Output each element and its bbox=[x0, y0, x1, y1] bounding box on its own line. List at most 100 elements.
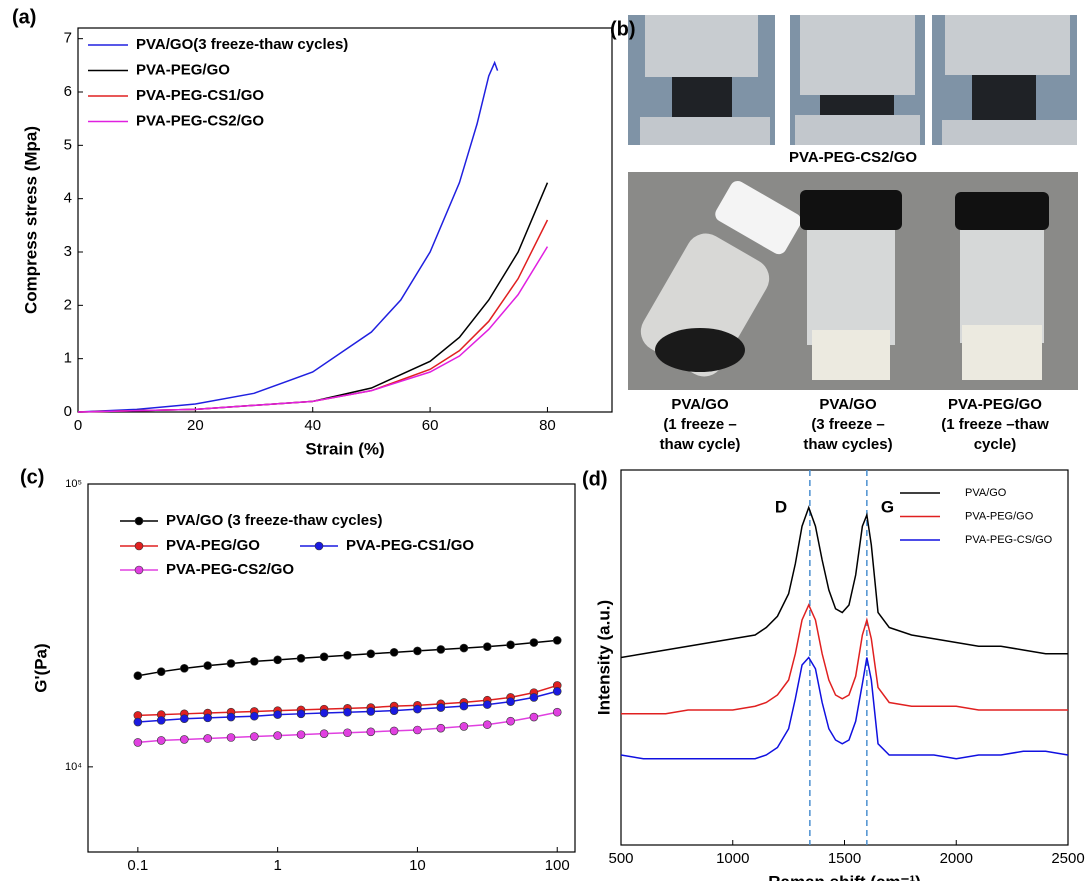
legend-label: PVA-PEG-CS/GO bbox=[965, 534, 1053, 546]
data-point bbox=[297, 731, 305, 739]
plot-frame bbox=[621, 470, 1068, 845]
data-point bbox=[367, 650, 375, 658]
data-point bbox=[437, 724, 445, 732]
data-point bbox=[157, 736, 165, 744]
data-point bbox=[530, 639, 538, 647]
legend-label: PVA/GO bbox=[965, 487, 1007, 499]
y-tick-label: 0 bbox=[64, 403, 72, 420]
photo-label: (3 freeze – bbox=[811, 416, 884, 433]
photo-caption: PVA-PEG-CS2/GO bbox=[789, 149, 917, 166]
data-point bbox=[180, 735, 188, 743]
series-line bbox=[78, 247, 547, 412]
photo-sample bbox=[672, 77, 732, 117]
x-tick-label: 1500 bbox=[828, 850, 861, 867]
legend-label: PVA/GO (3 freeze-thaw cycles) bbox=[166, 512, 382, 529]
x-tick-label: 100 bbox=[545, 857, 570, 874]
x-tick-label: 1 bbox=[273, 857, 281, 874]
y-axis-label: G'(Pa) bbox=[31, 643, 50, 692]
data-point bbox=[157, 716, 165, 724]
series-line bbox=[621, 658, 1068, 759]
data-point bbox=[250, 712, 258, 720]
x-tick-label: 60 bbox=[422, 417, 439, 434]
photo-label: thaw cycles) bbox=[803, 436, 892, 453]
data-point bbox=[413, 726, 421, 734]
data-point bbox=[390, 707, 398, 715]
annotation: D bbox=[775, 497, 787, 516]
data-point bbox=[274, 732, 282, 740]
data-point bbox=[437, 645, 445, 653]
x-tick-label: 1000 bbox=[716, 850, 749, 867]
y-tick-label: 2 bbox=[64, 296, 72, 313]
y-tick-label: 10⁴ bbox=[65, 761, 82, 773]
x-tick-label: 80 bbox=[539, 417, 556, 434]
data-point bbox=[297, 654, 305, 662]
photo-label: PVA-PEG/GO bbox=[948, 396, 1042, 413]
photo-cylinder bbox=[645, 15, 758, 77]
data-point bbox=[157, 668, 165, 676]
legend-marker bbox=[135, 566, 143, 574]
data-point bbox=[180, 715, 188, 723]
y-axis-label: Compress stress (Mpa) bbox=[21, 126, 40, 314]
legend-label: PVA-PEG/GO bbox=[965, 510, 1034, 522]
data-point bbox=[204, 734, 212, 742]
data-point bbox=[507, 717, 515, 725]
data-point bbox=[460, 722, 468, 730]
legend-label: PVA-PEG-CS1/GO bbox=[136, 87, 264, 104]
data-point bbox=[343, 729, 351, 737]
panel-label: (d) bbox=[582, 468, 608, 490]
photo-cylinder bbox=[800, 15, 915, 95]
data-point bbox=[483, 643, 491, 651]
data-point bbox=[250, 657, 258, 665]
data-point bbox=[204, 662, 212, 670]
data-point bbox=[227, 713, 235, 721]
series-line bbox=[621, 508, 1068, 658]
data-point bbox=[553, 687, 561, 695]
photo-gel bbox=[655, 328, 745, 372]
legend-label: PVA-PEG/GO bbox=[166, 537, 260, 554]
annotation: G bbox=[881, 497, 894, 516]
panel-label: (b) bbox=[610, 18, 636, 40]
y-tick-label: 5 bbox=[64, 136, 72, 153]
legend-label: PVA-PEG-CS2/GO bbox=[166, 561, 294, 578]
data-point bbox=[227, 659, 235, 667]
photo-plate bbox=[795, 115, 920, 145]
y-tick-label: 6 bbox=[64, 83, 72, 100]
legend-marker bbox=[135, 517, 143, 525]
panel-label: (c) bbox=[20, 466, 44, 488]
legend-label: PVA-PEG/GO bbox=[136, 61, 230, 78]
y-axis-label: Intensity (a.u.) bbox=[594, 600, 613, 715]
legend-marker bbox=[315, 542, 323, 550]
photo-label: (1 freeze –thaw bbox=[941, 416, 1049, 433]
data-point bbox=[134, 672, 142, 680]
y-tick-label: 7 bbox=[64, 30, 72, 47]
data-point bbox=[297, 710, 305, 718]
photo-cylinder bbox=[945, 15, 1070, 75]
photo-label: thaw cycle) bbox=[660, 436, 741, 453]
legend-label: PVA-PEG-CS1/GO bbox=[346, 537, 474, 554]
series-line bbox=[138, 712, 557, 742]
data-point bbox=[553, 708, 561, 716]
data-point bbox=[483, 721, 491, 729]
data-point bbox=[274, 656, 282, 664]
data-point bbox=[367, 728, 375, 736]
data-point bbox=[343, 651, 351, 659]
x-tick-label: 20 bbox=[187, 417, 204, 434]
data-point bbox=[507, 641, 515, 649]
data-point bbox=[320, 730, 328, 738]
data-point bbox=[367, 707, 375, 715]
data-point bbox=[390, 727, 398, 735]
data-point bbox=[343, 708, 351, 716]
data-point bbox=[180, 664, 188, 672]
figure: (b) PVA-PEG-CS2/GO PVA/GO (1 freeze –thaw… bbox=[0, 0, 1086, 881]
photo-label: PVA/GO bbox=[819, 396, 877, 413]
x-tick-label: 500 bbox=[608, 850, 633, 867]
data-point bbox=[227, 733, 235, 741]
data-point bbox=[553, 636, 561, 644]
data-point bbox=[204, 714, 212, 722]
data-point bbox=[134, 718, 142, 726]
legend-label: PVA/GO(3 freeze-thaw cycles) bbox=[136, 36, 348, 53]
data-point bbox=[134, 738, 142, 746]
x-tick-label: 0.1 bbox=[127, 857, 148, 874]
x-axis-label: Strain (%) bbox=[305, 439, 384, 458]
data-point bbox=[507, 698, 515, 706]
